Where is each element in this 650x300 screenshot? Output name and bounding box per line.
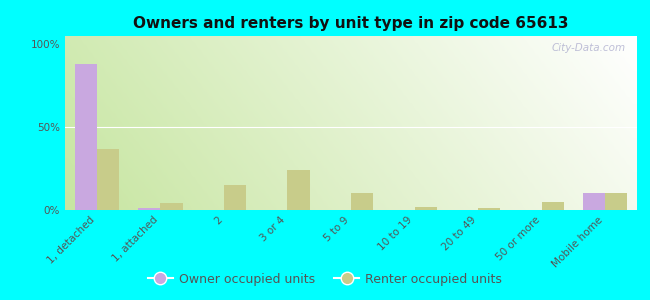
Bar [75,64,97,210]
Bar [97,149,119,210]
Bar [541,202,564,210]
Bar [415,207,437,210]
Title: Owners and renters by unit type in zip code 65613: Owners and renters by unit type in zip c… [133,16,569,31]
Text: City-Data.com: City-Data.com [551,43,625,53]
Bar [605,194,627,210]
Bar [478,208,500,210]
Bar [224,185,246,210]
Bar [287,170,309,210]
Bar [161,203,183,210]
Bar [138,208,161,210]
Bar [583,194,605,210]
Bar [351,194,373,210]
Legend: Owner occupied units, Renter occupied units: Owner occupied units, Renter occupied un… [143,268,507,291]
